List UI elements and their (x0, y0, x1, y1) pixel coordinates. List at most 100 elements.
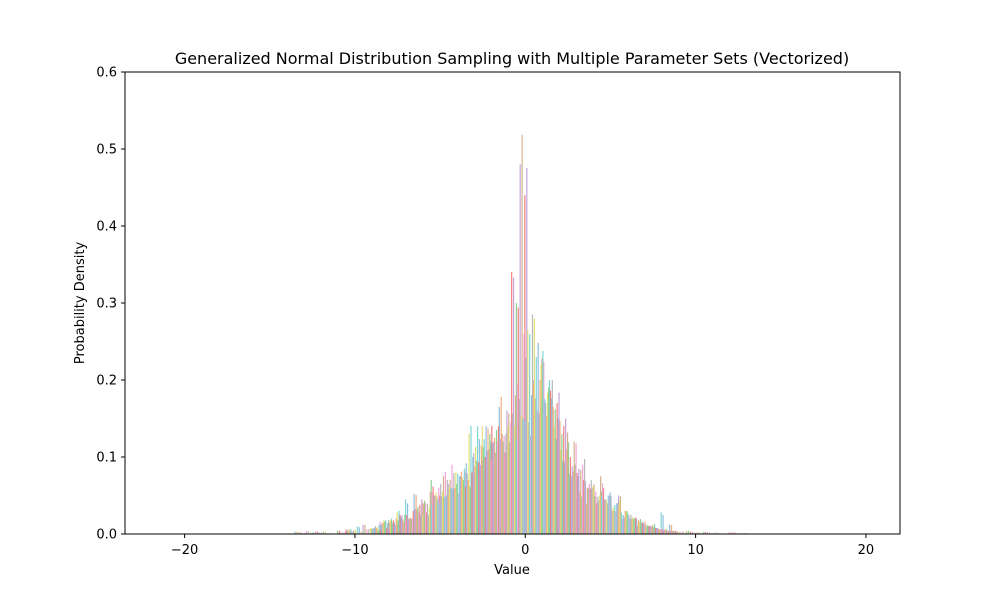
bar (520, 415, 522, 534)
chart-title: Generalized Normal Distribution Sampling… (175, 49, 849, 68)
bar (373, 527, 376, 534)
bar (465, 463, 467, 534)
bar (652, 526, 654, 534)
bar (406, 515, 408, 534)
bar (463, 468, 465, 534)
bar (496, 441, 499, 534)
bar (475, 446, 477, 534)
bar (654, 527, 657, 534)
bar (421, 499, 423, 534)
bar (368, 529, 370, 534)
bar (350, 529, 352, 534)
bar (458, 493, 460, 534)
bar (405, 520, 407, 534)
bar (558, 392, 560, 534)
bar (618, 506, 620, 534)
bar (383, 520, 385, 534)
bar (438, 487, 440, 534)
bar (627, 513, 629, 534)
bar (364, 524, 366, 534)
bar (660, 512, 662, 534)
x-tick-label: −10 (341, 543, 368, 558)
bar (342, 532, 344, 534)
bar (454, 487, 456, 534)
bar (551, 380, 553, 534)
bar (407, 518, 410, 534)
bar (386, 527, 388, 534)
bar (443, 496, 446, 534)
bar (512, 277, 515, 534)
bar (528, 422, 530, 534)
bar (607, 495, 609, 534)
bar (606, 503, 608, 534)
bar (559, 420, 561, 534)
bar (653, 524, 656, 534)
bar (669, 531, 671, 534)
bar (417, 507, 419, 534)
bar (645, 526, 647, 534)
bar (409, 517, 412, 534)
bar (447, 496, 449, 534)
bar (352, 532, 354, 534)
bar (426, 503, 429, 534)
bar (408, 518, 411, 534)
bar (460, 471, 463, 534)
bar (477, 462, 480, 534)
bar (459, 476, 461, 534)
bar (462, 480, 465, 534)
bar (637, 520, 640, 534)
bar (483, 439, 485, 534)
bar (437, 499, 439, 534)
bar (544, 399, 546, 534)
bar (377, 530, 379, 534)
bar (490, 459, 492, 534)
bar (423, 500, 426, 534)
bar (516, 384, 518, 534)
bar (434, 495, 436, 534)
bar (474, 466, 476, 534)
bar (459, 476, 462, 534)
bar (440, 484, 442, 534)
bar (513, 426, 516, 534)
bar (594, 496, 596, 534)
bar (693, 532, 695, 534)
bar (580, 469, 582, 534)
bar (391, 523, 394, 534)
bar (610, 496, 612, 534)
bar (300, 532, 302, 534)
bar (404, 514, 406, 534)
bar (570, 476, 572, 534)
bar (697, 532, 699, 534)
bar (413, 493, 415, 534)
bar (485, 426, 487, 534)
bar (605, 500, 607, 534)
bar (691, 531, 693, 534)
bar (677, 531, 679, 534)
bar (309, 532, 311, 534)
bar (371, 528, 374, 534)
bar (582, 480, 585, 534)
bar (495, 430, 498, 534)
bar (644, 521, 646, 534)
bar (466, 473, 468, 534)
bar (446, 480, 448, 534)
bar (471, 472, 473, 534)
y-tick-label: 0.4 (96, 220, 117, 235)
bar (503, 435, 505, 534)
bar (639, 519, 641, 534)
bar (436, 496, 438, 534)
bar (597, 496, 599, 534)
bar (415, 494, 417, 534)
bar (621, 518, 623, 534)
bar (663, 530, 665, 534)
bar (472, 457, 474, 534)
bar (396, 512, 398, 534)
bar (666, 529, 668, 534)
bar (317, 531, 319, 534)
bar (628, 515, 630, 534)
bar (602, 488, 605, 534)
bar (324, 531, 326, 534)
bar (379, 529, 381, 534)
bar (568, 473, 570, 534)
